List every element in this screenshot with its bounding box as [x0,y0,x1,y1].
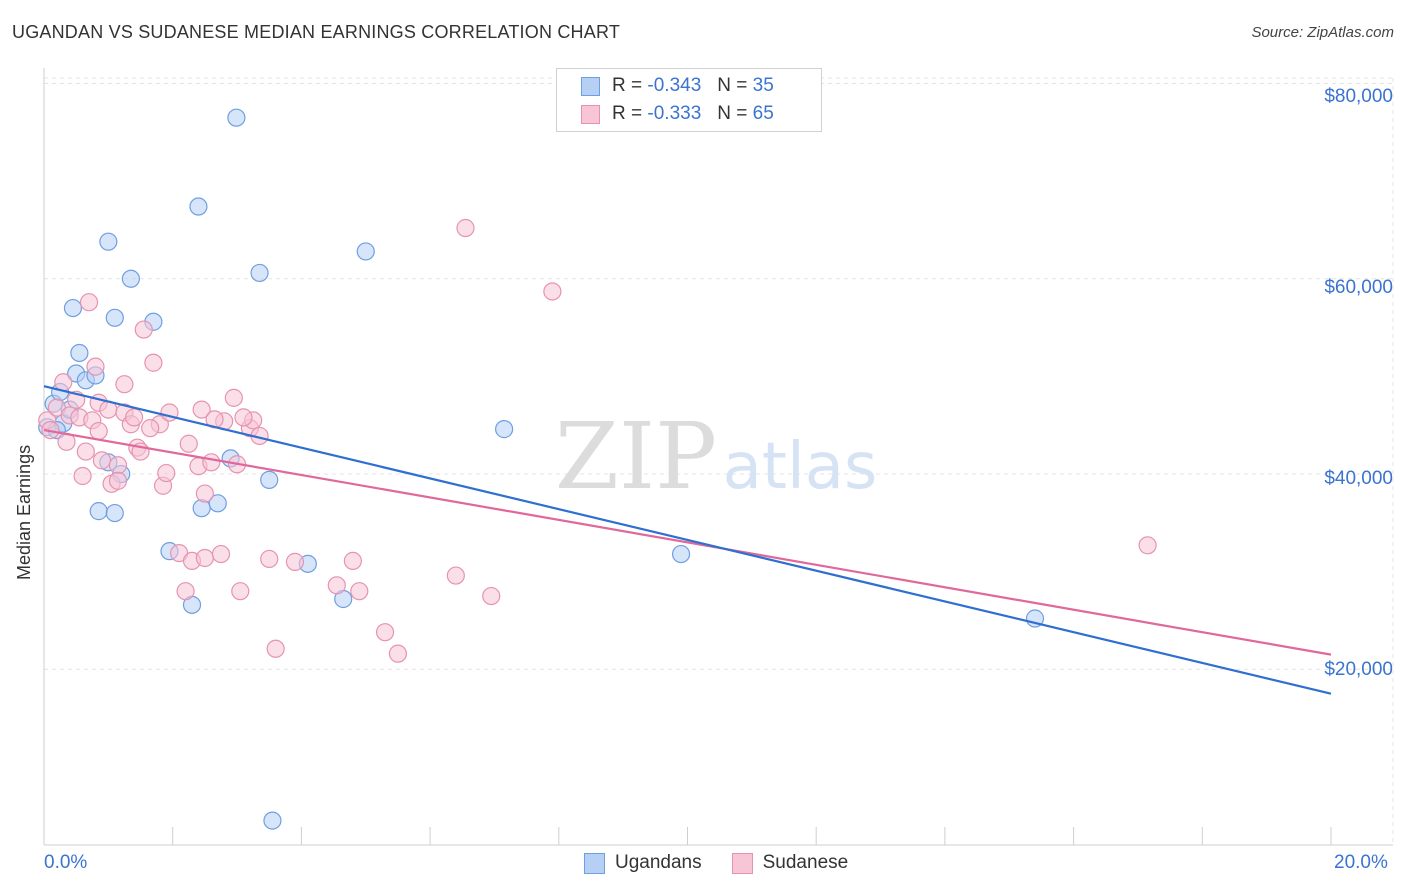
sudanese-point [192,400,211,419]
y-tick-label-80000: $80,000 [1324,86,1393,107]
y-tick-label-60000: $60,000 [1324,277,1393,298]
r-label: R = [612,75,643,96]
sudanese-point [266,639,285,658]
ugandans-point [227,108,246,127]
ugandans-point [250,263,269,283]
grid-lines [44,77,1394,845]
ugandans-point [63,298,83,318]
ugandans-point [356,242,375,261]
legend-label-ugandans: Ugandans [615,852,702,873]
n-value: 35 [752,75,774,96]
ugandans-point [70,343,89,363]
watermark-atlas: atlas [723,430,878,504]
watermark: ZIP atlas [555,403,877,510]
trend-lines [43,385,1332,695]
sudanese-point [260,549,279,569]
sudanese-point [456,218,475,238]
n-label: N = [717,103,748,124]
sudanese-point [1138,536,1157,555]
sudanese-point [92,451,112,470]
ugandans-point [192,499,211,518]
sudanese-point [350,582,369,601]
sudanese-point [86,357,105,376]
legend-item-sudanese: Sudanese [731,852,849,874]
sudanese-point [134,320,153,339]
ugandans-points [38,108,1045,830]
sudanese-point [157,463,176,483]
sudanese-point [89,421,108,441]
sudanese-point [195,484,214,503]
sudanese-point [179,434,198,453]
sudanese-point [543,282,562,301]
legend-row-ugandans: R = -0.343 N = 35 [581,73,774,99]
x-tick-label-min: 0.0% [44,852,88,873]
sudanese-point [327,576,346,595]
source-label: Source: ZipAtlas.com [1251,24,1394,41]
legend-row-sudanese: R = -0.333 N = 65 [581,101,774,127]
r-label: R = [612,103,643,124]
y-axis-label: Median Earnings [14,444,34,580]
y-tick-label-20000: $20,000 [1324,659,1393,680]
sudanese-point [388,644,408,663]
sudanese-point [234,408,253,427]
sudanese-point [79,293,99,312]
ugandans-point [121,269,140,288]
ugandans-point [105,308,124,327]
sudanese-point [211,544,231,564]
ugandans-point [89,502,108,521]
ugandans-point [260,470,279,489]
sudanese-point [285,552,305,571]
sudanese-point [141,419,160,438]
r-value: -0.343 [647,75,702,96]
sudanese-point [73,466,92,486]
sudanese-trend-line [43,429,1332,656]
sudanese-swatch [731,852,753,874]
sudanese-point [76,442,95,461]
ugandans-trend-line [43,385,1332,695]
n-value: 65 [752,103,774,124]
ugandans-point [263,811,282,830]
axes [43,68,1393,846]
sudanese-point [343,551,362,571]
sudanese-point [41,420,60,440]
sudanese-point [224,388,243,407]
watermark-zip: ZIP [555,403,717,510]
sudanese-swatch [581,104,600,124]
sudanese-point [176,582,195,601]
y-tick-label-40000: $40,000 [1324,468,1393,489]
ugandans-point [671,544,691,564]
r-value: -0.333 [647,103,702,124]
sudanese-point [446,566,465,585]
series-legend: Ugandans Sudanese [584,852,878,874]
legend-item-ugandans: Ugandans [584,852,702,874]
legend-label-sudanese: Sudanese [762,852,849,873]
ugandans-point [189,197,208,216]
sudanese-point [144,353,163,372]
chart-title: UGANDAN VS SUDANESE MEDIAN EARNINGS CORR… [12,22,621,42]
ugandans-swatch [584,852,605,874]
ugandans-swatch [581,76,600,96]
ugandans-point [99,232,118,251]
sudanese-point [202,453,221,472]
sudanese-point [54,373,73,392]
sudanese-point [124,408,144,427]
correlation-legend: R = -0.343 N = 35 R = -0.333 N = 65 [556,68,822,132]
sudanese-point [231,582,250,601]
sudanese-point [108,471,128,490]
ugandans-point [208,494,227,513]
n-label: N = [717,75,748,96]
ugandans-point [105,503,124,523]
sudanese-point [195,548,214,568]
sudanese-point [108,456,128,475]
sudanese-points [38,218,1157,663]
sudanese-point [375,623,395,642]
x-tick-label-max: 20.0% [1334,852,1388,873]
sudanese-point [115,375,134,394]
sudanese-point [482,586,501,606]
ugandans-point [495,420,514,439]
